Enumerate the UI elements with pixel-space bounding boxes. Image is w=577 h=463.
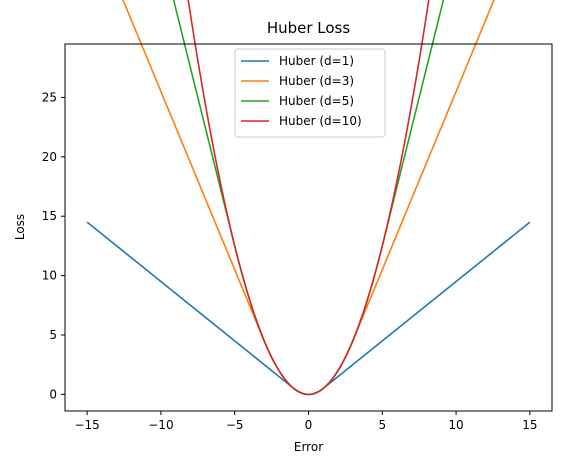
legend-label: Huber (d=3) — [279, 74, 354, 88]
x-tick-label: 10 — [448, 418, 463, 432]
y-tick-label: 5 — [49, 328, 57, 342]
x-tick-label: −5 — [226, 418, 244, 432]
x-axis-ticks: −15 −10 −5 0 5 10 15 — [74, 411, 538, 432]
y-tick-label: 0 — [49, 387, 57, 401]
y-tick-label: 15 — [42, 209, 57, 223]
legend-box — [234, 48, 386, 138]
series-lines — [86, 0, 531, 396]
y-tick-label: 20 — [42, 150, 57, 164]
x-tick-label: 15 — [522, 418, 537, 432]
x-tick-label: −15 — [74, 418, 99, 432]
x-tick-label: 5 — [378, 418, 386, 432]
y-tick-label: 10 — [42, 269, 57, 283]
legend: Huber (d=1) Huber (d=3) Huber (d=5) Huber (… — [234, 48, 386, 138]
legend-label: Huber (d=5) — [279, 94, 354, 108]
x-tick-label: −10 — [148, 418, 173, 432]
series-line-d10 — [187, 0, 430, 396]
series-line-d1 — [86, 221, 531, 396]
y-tick-label: 25 — [42, 90, 57, 104]
x-tick-label: 0 — [305, 418, 313, 432]
y-axis-label: Loss — [13, 214, 27, 240]
legend-label: Huber (d=10) — [279, 114, 362, 128]
legend-label: Huber (d=1) — [279, 54, 354, 68]
y-axis-ticks: 0 5 10 15 20 25 — [42, 90, 65, 401]
chart-title: Huber Loss — [267, 19, 351, 37]
x-axis-label: Error — [294, 440, 323, 454]
